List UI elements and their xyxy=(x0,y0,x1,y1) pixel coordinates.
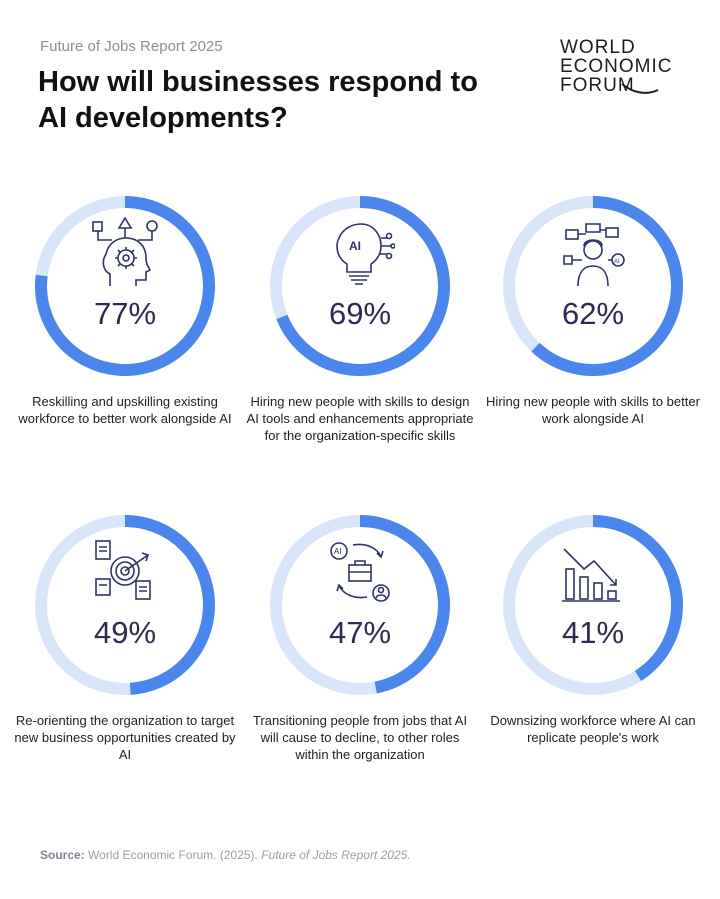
logo-arc xyxy=(621,83,659,94)
logo-line-3: FORUM xyxy=(560,75,635,96)
eyebrow: Future of Jobs Report 2025 xyxy=(40,38,223,55)
stat-card-reskilling: 77% xyxy=(35,196,215,376)
stat-card-hiring-ai-design: AI 69% xyxy=(270,196,450,376)
ai-lightbulb-icon: AI xyxy=(336,223,395,285)
head-gear-icon xyxy=(92,216,158,286)
donut-value-arc xyxy=(592,515,683,681)
page-title: How will businesses respond to AI develo… xyxy=(38,66,478,134)
stat-card-hiring-work-alongside: AI 62% xyxy=(503,196,683,376)
caption-transitioning: Transitioning people from jobs that AI w… xyxy=(252,713,468,762)
wef-logo: WORLD ECONOMIC FORUM xyxy=(560,38,690,95)
percent-label: 41% xyxy=(561,615,625,650)
target-documents-icon xyxy=(95,540,151,600)
svg-text:AI: AI xyxy=(349,239,361,253)
svg-text:AI: AI xyxy=(614,259,620,265)
person-ai-network-icon: AI xyxy=(563,223,625,287)
caption-hiring-work-alongside: Hiring new people with skills to better … xyxy=(486,394,700,426)
caption-downsizing: Downsizing workforce where AI can replic… xyxy=(490,713,696,745)
donut-ring-transitioning xyxy=(270,515,450,695)
donut-ring-reskilling xyxy=(35,196,215,376)
declining-bars-icon xyxy=(562,548,620,602)
source-note: Source: World Economic Forum. (2025). Fu… xyxy=(40,848,411,862)
caption-reorienting: Re-orienting the organization to target … xyxy=(14,713,236,762)
caption-reskilling: Reskilling and upskilling existing workf… xyxy=(18,394,232,426)
percent-label: 49% xyxy=(93,615,157,650)
stat-card-transitioning: AI 47% xyxy=(270,515,450,695)
source-text: World Economic Forum. (2025). xyxy=(88,848,258,862)
donut-ring-hiring-ai-design xyxy=(270,196,450,376)
donut-value-arc xyxy=(35,196,215,376)
percent-label: 77% xyxy=(93,296,157,331)
logo-line-1: WORLD xyxy=(560,37,636,58)
donut-ring-reorienting xyxy=(35,515,215,695)
stat-card-downsizing: 41% xyxy=(503,515,683,695)
logo-line-2: ECONOMIC xyxy=(560,56,673,77)
donut-value-arc xyxy=(531,196,683,376)
percent-label: 47% xyxy=(328,615,392,650)
donut-ring-hiring-work-alongside xyxy=(503,196,683,376)
percent-label: 62% xyxy=(561,296,625,331)
donut-value-arc xyxy=(124,515,215,695)
svg-text:AI: AI xyxy=(334,547,342,556)
caption-hiring-ai-design: Hiring new people with skills to design … xyxy=(246,394,474,443)
percent-label: 69% xyxy=(328,296,392,331)
source-label: Source: xyxy=(40,848,85,862)
donut-ring-downsizing xyxy=(503,515,683,695)
source-title: Future of Jobs Report 2025. xyxy=(261,848,411,862)
briefcase-cycle-icon: AI xyxy=(330,542,390,602)
stat-card-reorienting: 49% xyxy=(35,515,215,695)
donut-value-arc xyxy=(359,515,450,694)
donut-value-arc xyxy=(276,196,450,376)
